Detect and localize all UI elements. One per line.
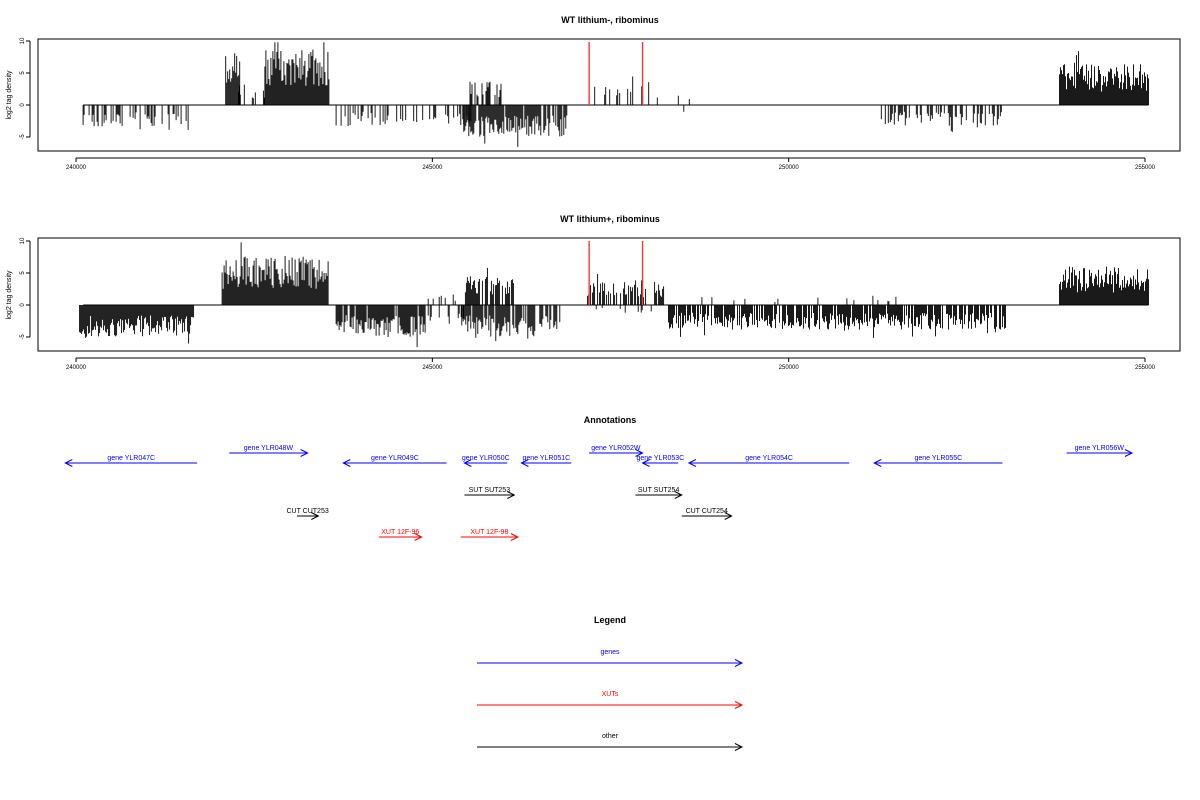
arrow-head-icon (734, 659, 744, 667)
x-tick-label: 245000 (422, 165, 443, 171)
arrow-head-icon (311, 512, 320, 520)
feature-label: CUT CUT254 (686, 508, 728, 515)
arrow-head-icon (674, 491, 683, 499)
annotation-feature: CUT CUT253 (286, 508, 329, 520)
panel-title: WT lithium-, ribominus (561, 15, 659, 25)
legend-entry-other: other (477, 733, 744, 751)
annotation-feature: gene YLR055C (873, 455, 1003, 467)
arrow-head-icon (300, 449, 309, 457)
annotation-features: gene YLR047C gene YLR048W gene YLR049C gene… (64, 445, 1134, 541)
legend-title: Legend (594, 615, 626, 625)
feature-label: SUT SUT254 (638, 487, 680, 494)
y-axis: 10 5 0 -5 (20, 37, 31, 140)
annotation-feature: gene YLR054C (687, 455, 850, 467)
legend-entry-genes: genes (477, 649, 744, 667)
x-axis: 240000 245000 250000 255000 (66, 357, 1156, 371)
feature-label: gene YLR048W (244, 445, 294, 452)
x-tick-label: 250000 (779, 365, 800, 371)
arrow-head-icon (342, 459, 351, 467)
arrow-head-icon (734, 743, 744, 751)
arrow-head-icon (734, 701, 744, 709)
track-panel-lithium-minus: WT lithium-, ribominus log2 tag density … (6, 15, 1181, 171)
annotation-feature: gene YLR047C (64, 455, 198, 467)
annotation-feature: XUT 12F-98 (460, 529, 519, 541)
annotation-feature: gene YLR050C (462, 455, 510, 467)
feature-label: gene YLR056W (1075, 445, 1125, 452)
annotation-feature: gene YLR049C (342, 455, 447, 467)
arrow-head-icon (507, 491, 516, 499)
x-tick-label: 250000 (779, 165, 800, 171)
legend: Legend genes XUTs other (477, 615, 744, 751)
arrow-head-icon (687, 459, 697, 467)
arrow-head-icon (64, 459, 73, 467)
feature-label: SUT SUT253 (469, 487, 511, 494)
feature-label: gene YLR055C (914, 455, 962, 462)
y-tick-label: 5 (20, 271, 26, 275)
feature-label: XUT 12F-96 (381, 529, 419, 536)
feature-label: gene YLR049C (371, 455, 419, 462)
annotation-feature: SUT SUT253 (464, 487, 516, 499)
legend-label: XUTs (602, 691, 619, 698)
annotation-feature: gene YLR052W (589, 445, 644, 457)
plot-frame (37, 237, 1181, 352)
arrow-head-icon (510, 533, 519, 541)
arrow-head-icon (520, 459, 529, 467)
legend-entries: genes XUTs other (477, 649, 744, 751)
arrow-head-icon (641, 459, 650, 467)
position-markers (588, 42, 644, 105)
feature-label: gene YLR047C (107, 455, 155, 462)
feature-label: gene YLR051C (522, 455, 570, 462)
plot-frame (37, 38, 1181, 152)
y-tick-label: -5 (20, 134, 26, 140)
arrow-head-icon (724, 512, 733, 520)
annotation-feature: gene YLR056W (1066, 445, 1134, 457)
legend-label: genes (600, 649, 620, 656)
track-panel-lithium-plus: WT lithium+, ribominus log2 tag density … (6, 214, 1181, 371)
y-axis: 10 5 0 -5 (20, 237, 31, 340)
x-axis: 240000 245000 250000 255000 (66, 157, 1156, 171)
y-tick-label: 10 (20, 237, 26, 244)
legend-label: other (602, 733, 619, 740)
y-tick-label: 0 (20, 103, 26, 107)
y-axis-label: log2 tag density (6, 270, 13, 320)
x-tick-label: 240000 (66, 365, 87, 371)
legend-entry-XUTs: XUTs (477, 691, 744, 709)
arrow-head-icon (1124, 449, 1134, 457)
feature-label: gene YLR054C (745, 455, 793, 462)
signal-bars (82, 42, 1149, 147)
x-tick-label: 255000 (1135, 165, 1156, 171)
y-tick-label: -5 (20, 334, 26, 340)
x-tick-label: 240000 (66, 165, 87, 171)
arrow-head-icon (873, 459, 882, 467)
annotation-feature: CUT CUT254 (681, 508, 733, 520)
feature-label: CUT CUT253 (286, 508, 328, 515)
feature-label: gene YLR052W (591, 445, 641, 452)
arrow-head-icon (635, 449, 644, 457)
feature-label: gene YLR050C (462, 455, 510, 462)
position-markers (588, 241, 644, 305)
signal-bars (79, 242, 1149, 348)
annotation-feature: SUT SUT254 (635, 487, 683, 499)
arrow-head-icon (463, 459, 472, 467)
x-tick-label: 255000 (1135, 365, 1156, 371)
annotation-feature: XUT 12F-96 (378, 529, 423, 541)
x-tick-label: 245000 (422, 365, 443, 371)
feature-label: gene YLR053C (637, 455, 685, 462)
annotation-feature: gene YLR051C (520, 455, 572, 467)
annotation-feature: gene YLR053C (637, 455, 685, 467)
annotation-feature: gene YLR048W (229, 445, 309, 457)
annotations-title: Annotations (584, 415, 637, 425)
panel-title: WT lithium+, ribominus (560, 214, 660, 224)
y-tick-label: 0 (20, 303, 26, 307)
y-tick-label: 10 (20, 37, 26, 44)
arrow-head-icon (414, 533, 423, 541)
y-axis-label: log2 tag density (6, 70, 13, 120)
feature-label: XUT 12F-98 (470, 529, 508, 536)
y-tick-label: 5 (20, 71, 26, 75)
